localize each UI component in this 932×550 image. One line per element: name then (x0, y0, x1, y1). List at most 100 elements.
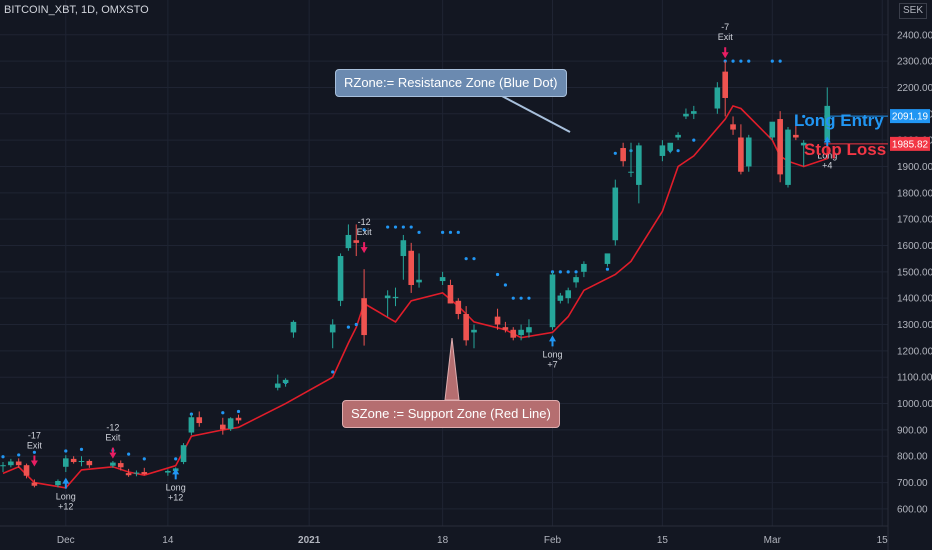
candle-body[interactable] (188, 417, 195, 433)
resistance-dot (417, 230, 421, 234)
candle-body[interactable] (730, 124, 736, 130)
x-tick-label: 15 (657, 535, 669, 546)
x-tick-label: Mar (764, 535, 782, 546)
candle-body[interactable] (141, 472, 148, 475)
candle-body[interactable] (785, 129, 791, 185)
candle-body[interactable] (220, 424, 226, 430)
candle-body[interactable] (722, 71, 728, 98)
candle-body[interactable] (777, 119, 783, 175)
rzone-pointer (499, 94, 571, 133)
y-tick-label: 1100.00 (897, 373, 932, 384)
entry-arrow-icon (549, 335, 556, 347)
x-tick-label: Feb (544, 535, 562, 546)
resistance-dot (174, 457, 178, 461)
candle-body[interactable] (675, 134, 681, 138)
candle-body[interactable] (235, 417, 242, 421)
candle-body[interactable] (86, 460, 93, 466)
candle-body[interactable] (408, 250, 414, 286)
candle-body[interactable] (117, 463, 124, 468)
candle-body[interactable] (8, 461, 14, 466)
candle-body[interactable] (691, 111, 697, 114)
candle-body[interactable] (353, 240, 360, 243)
candle-body[interactable] (78, 460, 85, 463)
candle-body[interactable] (824, 105, 831, 141)
candle-body[interactable] (769, 121, 776, 138)
x-tick-label: Dec (57, 535, 75, 546)
candle-body[interactable] (683, 113, 689, 117)
candle-body[interactable] (392, 296, 399, 299)
candle-body[interactable] (361, 298, 367, 336)
candle-body[interactable] (636, 145, 642, 185)
candle-body[interactable] (400, 240, 407, 257)
exit-signal-label: Exit (27, 441, 43, 451)
candle-body[interactable] (620, 148, 626, 162)
candle-body[interactable] (502, 327, 509, 330)
resistance-dot (331, 370, 335, 374)
x-tick-label: 2021 (298, 535, 321, 546)
candle-body[interactable] (282, 379, 289, 384)
rzone-callout: RZone:= Resistance Zone (Blue Dot) (335, 69, 567, 97)
entry-signal-value: +7 (547, 359, 557, 369)
candle-body[interactable] (494, 316, 501, 325)
candle-body[interactable] (416, 279, 422, 283)
candle-body[interactable] (227, 418, 234, 429)
candle-body[interactable] (471, 329, 477, 333)
candle-body[interactable] (463, 313, 469, 341)
candle-body[interactable] (70, 458, 77, 463)
candle-body[interactable] (180, 445, 187, 463)
candle-body[interactable] (133, 472, 140, 474)
candle-body[interactable] (63, 458, 69, 467)
candle-body[interactable] (439, 277, 446, 282)
y-tick-label: 2400.00 (897, 30, 932, 41)
candle-body[interactable] (565, 290, 571, 299)
exit-signal-label: Exit (105, 433, 121, 443)
currency-button[interactable]: SEK (899, 3, 927, 19)
candle-body[interactable] (800, 142, 807, 146)
candle-body[interactable] (447, 285, 454, 304)
entry-signal-value: +4 (822, 160, 832, 170)
candle-body[interactable] (526, 327, 532, 333)
candle-body[interactable] (573, 277, 579, 283)
candle-body[interactable] (0, 465, 6, 467)
candle-body[interactable] (659, 145, 666, 156)
candle-body[interactable] (110, 462, 116, 466)
candle-body[interactable] (510, 329, 517, 338)
candle-body[interactable] (667, 142, 674, 151)
candle-body[interactable] (581, 263, 587, 272)
candle-body[interactable] (31, 482, 38, 486)
x-tick-label: 15 (877, 535, 889, 546)
candle-body[interactable] (745, 137, 752, 167)
price-label: 1985.82 (892, 139, 929, 150)
candle-body[interactable] (738, 137, 744, 172)
candle-body[interactable] (55, 481, 61, 486)
candle-body[interactable] (604, 253, 611, 264)
candle-body[interactable] (612, 187, 619, 241)
candle-body[interactable] (329, 324, 336, 333)
candle-body[interactable] (337, 256, 344, 301)
candle-body[interactable] (274, 383, 281, 388)
entry-signal-label: Long (166, 482, 186, 492)
exit-signal-label: Exit (718, 32, 734, 42)
candle-body[interactable] (196, 417, 203, 424)
entry-signal-label: Long (817, 150, 837, 160)
candle-body[interactable] (290, 321, 297, 333)
candle-body[interactable] (549, 274, 556, 328)
candle-body[interactable] (23, 465, 30, 476)
entry-arrow-icon (172, 468, 180, 480)
candle-body[interactable] (714, 87, 721, 109)
candle-body[interactable] (455, 300, 462, 314)
candle-body[interactable] (557, 295, 564, 301)
candle-body[interactable] (793, 134, 799, 138)
candle-body[interactable] (165, 470, 171, 473)
candle-body[interactable] (345, 234, 352, 249)
candle-body[interactable] (125, 473, 132, 476)
candle-body[interactable] (15, 461, 22, 466)
resistance-dot (605, 267, 610, 271)
y-tick-label: 1900.00 (897, 162, 932, 173)
exit-signal-value: -17 (28, 431, 41, 441)
candle-body[interactable] (384, 295, 391, 299)
candle-body[interactable] (518, 329, 524, 336)
resistance-dot (236, 409, 241, 414)
resistance-dot (401, 225, 405, 229)
candle-body[interactable] (628, 171, 634, 173)
